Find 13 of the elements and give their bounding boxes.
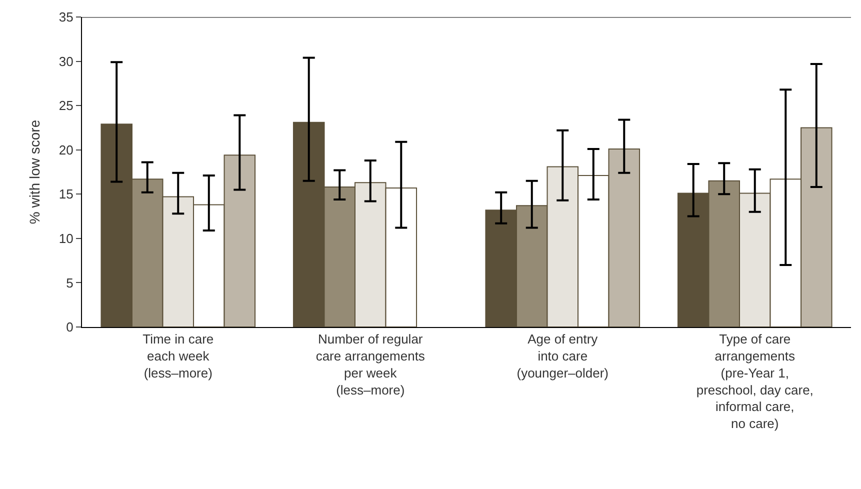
y-tick-label: 0 — [66, 320, 74, 335]
y-tick-label: 35 — [58, 10, 74, 25]
x-tick-label: Time in care each week (less–more) — [142, 332, 214, 380]
y-axis-title: % with low score — [26, 120, 43, 224]
y-tick-label: 15 — [58, 186, 74, 202]
x-tick-label: Type of care arrangements (pre-Year 1, preschool, day care, informal care, no care) — [696, 332, 814, 432]
y-tick-label: 20 — [58, 142, 74, 158]
x-tick-label: Age of entry into care (younger–older) — [516, 332, 609, 380]
y-tick-label: 25 — [58, 98, 74, 114]
y-tick-label: 5 — [66, 275, 74, 290]
x-tick-label: Number of regular care arrangements per week (less–more) — [316, 332, 426, 398]
y-tick-label: 10 — [58, 230, 74, 246]
y-tick-label: 30 — [58, 54, 74, 69]
